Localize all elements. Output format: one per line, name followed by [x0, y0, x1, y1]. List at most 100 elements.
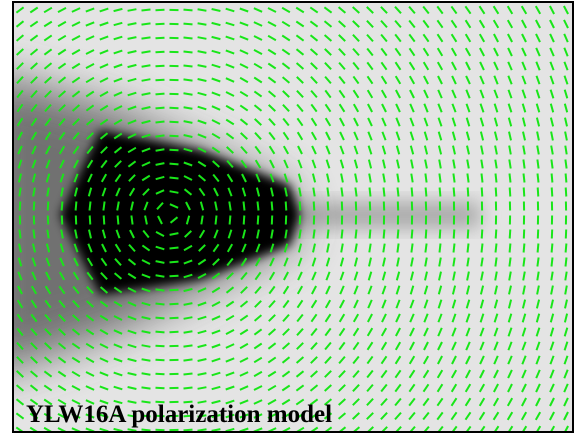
vector [299, 230, 300, 239]
vector [468, 188, 469, 197]
vector [258, 202, 259, 211]
vector [170, 164, 179, 165]
vector [156, 388, 165, 389]
vector [552, 174, 553, 183]
vector [19, 230, 20, 239]
vector [142, 65, 151, 66]
vector [454, 244, 455, 253]
vector [370, 230, 371, 239]
vector [314, 202, 315, 211]
vector [454, 230, 455, 239]
vector [425, 244, 426, 253]
vector [370, 188, 371, 197]
vector [184, 359, 193, 360]
vector [285, 230, 286, 239]
vector [468, 230, 469, 239]
vector [524, 188, 525, 197]
vector [482, 244, 483, 253]
vector [156, 52, 165, 53]
vector [509, 258, 510, 267]
vector [411, 244, 412, 253]
vector [184, 66, 193, 67]
vector [156, 38, 165, 39]
vector [184, 430, 193, 431]
vector [481, 160, 482, 169]
vector [566, 244, 567, 253]
vector [551, 160, 552, 169]
vector [412, 230, 413, 239]
vector [384, 230, 385, 239]
vector [198, 429, 207, 430]
vector [118, 216, 119, 225]
vector [229, 202, 230, 211]
vector [142, 37, 151, 38]
vector [170, 178, 179, 179]
vector [156, 80, 165, 81]
vector [355, 188, 356, 197]
vector [496, 244, 497, 253]
vector [440, 188, 441, 197]
vector [495, 160, 496, 169]
vector [184, 331, 193, 332]
vector [142, 51, 151, 52]
vector [142, 387, 151, 388]
vector [142, 23, 151, 24]
vector [453, 258, 454, 267]
vector [184, 24, 193, 25]
vector [286, 202, 287, 211]
vector [397, 244, 398, 253]
title: YLW16A polarization model [26, 401, 332, 428]
vector [510, 230, 511, 239]
vector [552, 258, 553, 267]
vector [328, 230, 329, 239]
vector [62, 202, 63, 211]
vector [272, 202, 273, 211]
vector [201, 216, 202, 225]
vector [440, 244, 441, 253]
vector [156, 122, 165, 123]
vector [131, 216, 132, 225]
vector [426, 230, 427, 239]
vector [467, 258, 468, 267]
vector [467, 174, 468, 183]
vector [156, 275, 165, 276]
vector [184, 79, 193, 80]
vector [510, 174, 511, 183]
vector [244, 202, 245, 211]
vector [198, 23, 207, 24]
vector [328, 202, 329, 211]
vector [524, 174, 525, 183]
vector [398, 188, 399, 197]
vector [300, 202, 301, 211]
vector [170, 262, 179, 263]
vector [230, 216, 231, 225]
vector [258, 216, 259, 225]
vector [103, 202, 104, 211]
vector [523, 160, 524, 169]
vector [90, 216, 91, 225]
vector [142, 10, 151, 11]
vector [184, 374, 193, 375]
vector [170, 248, 179, 249]
vector [453, 174, 454, 183]
vector [184, 38, 193, 39]
vector [523, 258, 524, 267]
vector [342, 230, 343, 239]
vector [440, 230, 441, 239]
image [0, 2, 573, 434]
vector [198, 9, 207, 10]
vector [468, 244, 469, 253]
vector [369, 244, 370, 253]
vector [184, 93, 193, 94]
vector [426, 188, 427, 197]
vector [184, 52, 193, 53]
vector [552, 244, 553, 253]
vector [142, 430, 151, 431]
vector [510, 188, 511, 197]
vector [481, 258, 482, 267]
vector [156, 289, 165, 290]
page: YLW16A polarization model (() => { const… [0, 0, 583, 437]
vector [538, 174, 539, 183]
vector [142, 373, 151, 374]
vector [184, 107, 193, 108]
